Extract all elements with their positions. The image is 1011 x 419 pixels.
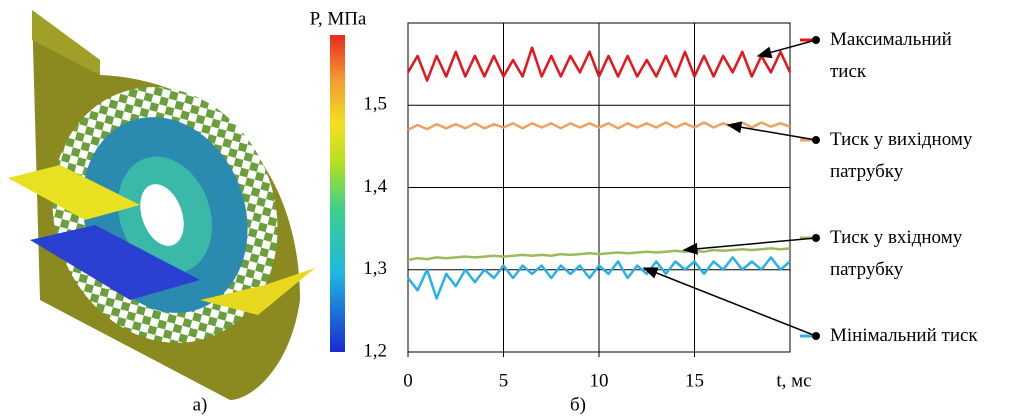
leader-arrow [756, 39, 817, 59]
panel-label: а) [193, 394, 208, 415]
x-tick-label: 5 [499, 370, 509, 391]
x-tick-label: 10 [590, 370, 609, 391]
legend-dot [812, 332, 820, 340]
series-line [407, 256, 791, 300]
legend-dot [812, 36, 820, 44]
x-tick-label: 15 [685, 370, 704, 391]
y-tick-label: 1,5 [363, 94, 387, 115]
series-line [407, 247, 791, 262]
x-tick-label: 0 [403, 370, 413, 391]
leader-arrow [682, 237, 817, 255]
legend-label: Мінімальний тиск [830, 325, 978, 346]
y-tick-label: 1,4 [363, 176, 387, 197]
legend-label: Максимальний тиск [830, 29, 952, 82]
y-tick-label: 1,2 [363, 340, 387, 361]
legend-dot [812, 234, 820, 242]
leader-arrow [642, 267, 817, 337]
legend-dot [812, 136, 820, 144]
legend-label: Тиск у вихідному патрубку [830, 129, 973, 182]
legend-label: Тиск у вхідному патрубку [830, 227, 963, 280]
colorbar-label: Р, МПа [310, 8, 367, 29]
colorbar [330, 35, 345, 352]
y-tick-label: 1,3 [363, 258, 387, 279]
panel-label: б) [570, 394, 586, 415]
series-line [407, 121, 791, 132]
series-line [406, 46, 792, 82]
pump-render [8, 10, 315, 400]
x-axis-label: t, мс [776, 370, 811, 391]
leader-arrow [726, 121, 817, 141]
